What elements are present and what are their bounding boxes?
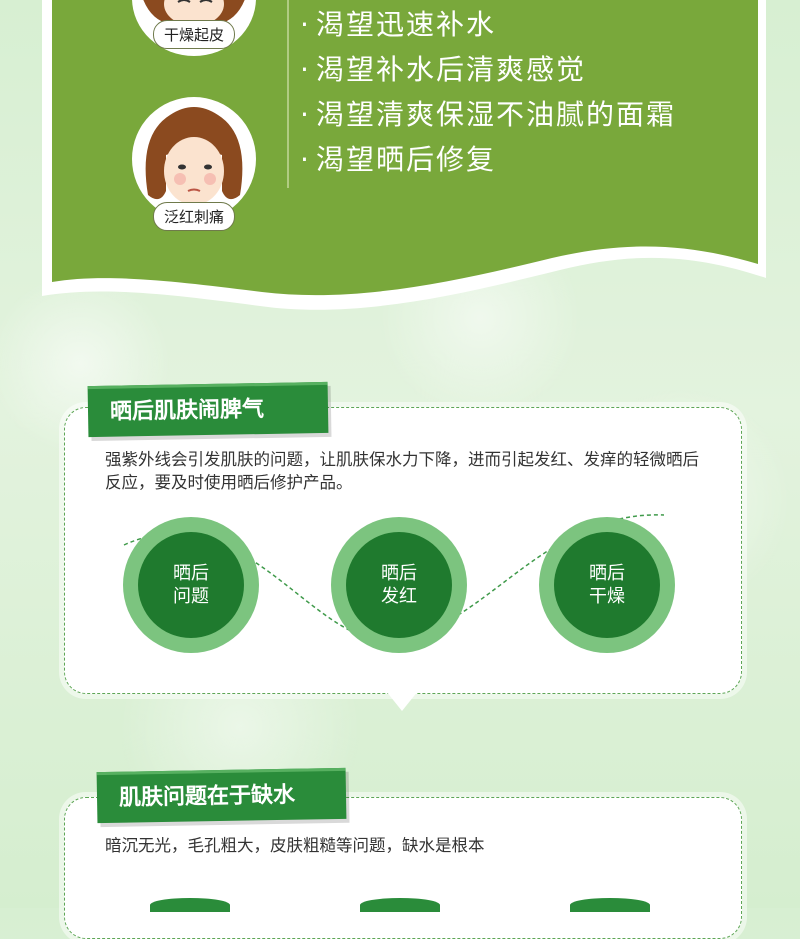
card-pointer: [386, 691, 418, 711]
desire-item: · 渴望迅速补水: [300, 8, 497, 41]
circle-peek: [570, 898, 650, 912]
panel-background: [42, 0, 766, 310]
avatar-label: 泛红刺痛: [152, 202, 236, 231]
desire-item: · 渴望补水后清爽感觉: [300, 53, 587, 86]
avatar-dry: 干燥起皮: [118, 0, 270, 58]
circle-peek: [360, 898, 440, 912]
desire-item: · 渴望清爽保湿不油腻的面霜: [300, 98, 677, 131]
section-description: 强紫外线会引发肌肤的问题，让肌肤保水力下降，进而引起发红、发痒的轻微晒后反应，要…: [105, 450, 699, 492]
panel-divider: [287, 0, 289, 188]
avatar-label: 干燥起皮: [152, 20, 236, 49]
circle-sunburn-redness: 晒后 发红: [331, 517, 467, 653]
section-title-dehydration: 肌肤问题在于缺水: [96, 767, 347, 824]
avatar-red: 泛红刺痛: [118, 95, 270, 235]
section-description: 暗沉无光，毛孔粗大，皮肤粗糙等问题，缺水是根本: [105, 836, 485, 855]
desire-item: · 渴望晒后修复: [300, 143, 497, 176]
circle-sunburn-dryness: 晒后 干燥: [539, 517, 675, 653]
circle-sunburn-problem: 晒后 问题: [123, 517, 259, 653]
section-title-sunburn: 晒后肌肤闹脾气: [87, 381, 329, 438]
desire-list: · 渴望迅速补水 · 渴望补水后清爽感觉 · 渴望清爽保湿不油腻的面霜 · 渴望晒后修复: [300, 2, 676, 182]
woman-face-icon: [132, 97, 256, 221]
circle-peek: [150, 898, 230, 912]
top-panel: 干燥起皮 泛红刺痛 · 渴望迅速补水 · 渴望补水后清爽感觉 · 渴望清爽保湿不油腻的…: [0, 0, 800, 320]
